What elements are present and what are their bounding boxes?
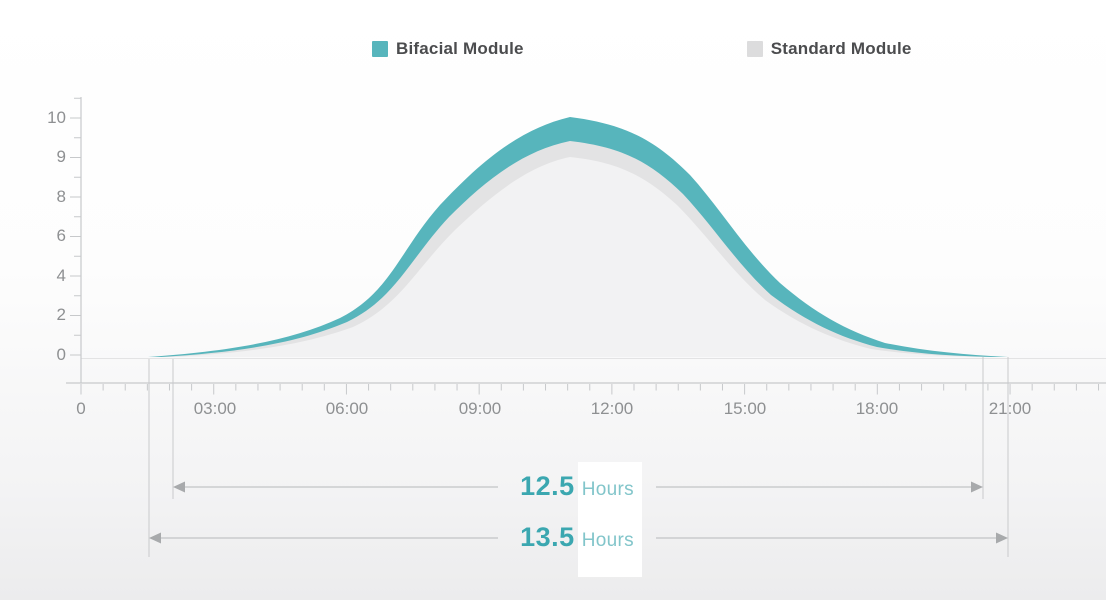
- legend: Bifacial Module Standard Module: [372, 39, 912, 59]
- x-tick-label: 15:00: [723, 399, 767, 418]
- x-tick-label: 0: [76, 399, 86, 418]
- legend-label: Standard Module: [770, 39, 912, 58]
- arrowhead-left-icon: [173, 481, 185, 493]
- annotation-unit: Hours: [581, 530, 634, 551]
- bifacial-swatch-icon: [372, 41, 388, 57]
- x-tick-label: 12:00: [590, 399, 634, 418]
- y-tick-label: 2: [56, 305, 66, 324]
- arrowhead-left-icon: [149, 532, 161, 544]
- x-tick-label: 06:00: [325, 399, 369, 418]
- axis-ticks: [70, 97, 1100, 395]
- y-tick-label: 10: [47, 108, 66, 127]
- arrowhead-right-icon: [971, 481, 983, 493]
- y-tick-label: 0: [56, 345, 66, 364]
- annotation-highlight-panel: [578, 462, 642, 577]
- standard-area-fill: [170, 157, 985, 357]
- annotation-unit: Hours: [581, 479, 634, 500]
- y-tick-label: 4: [56, 266, 66, 285]
- span-arrow-13-5: [149, 532, 1008, 544]
- y-tick-label: 8: [56, 187, 66, 206]
- x-tick-label: 09:00: [458, 399, 502, 418]
- legend-item-bifacial: Bifacial Module: [372, 39, 524, 59]
- legend-label: Bifacial Module: [396, 39, 524, 58]
- x-tick-label: 03:00: [193, 399, 237, 418]
- y-tick-label: 6: [56, 226, 66, 245]
- x-tick-label: 18:00: [855, 399, 899, 418]
- legend-item-standard: Standard Module: [746, 39, 912, 59]
- annotation-12-5-hours: 12.5 Hours: [520, 471, 634, 502]
- annotation-value: 12.5: [520, 471, 575, 501]
- annotation-13-5-hours: 13.5 Hours: [520, 522, 634, 553]
- x-tick-label: 21:00: [988, 399, 1032, 418]
- annotation-value: 13.5: [520, 522, 575, 552]
- standard-swatch-icon: [746, 41, 763, 57]
- arrowhead-right-icon: [996, 532, 1008, 544]
- span-arrow-12-5: [173, 481, 983, 493]
- y-tick-label: 9: [56, 147, 66, 166]
- span-connector-lines: [148, 357, 1009, 557]
